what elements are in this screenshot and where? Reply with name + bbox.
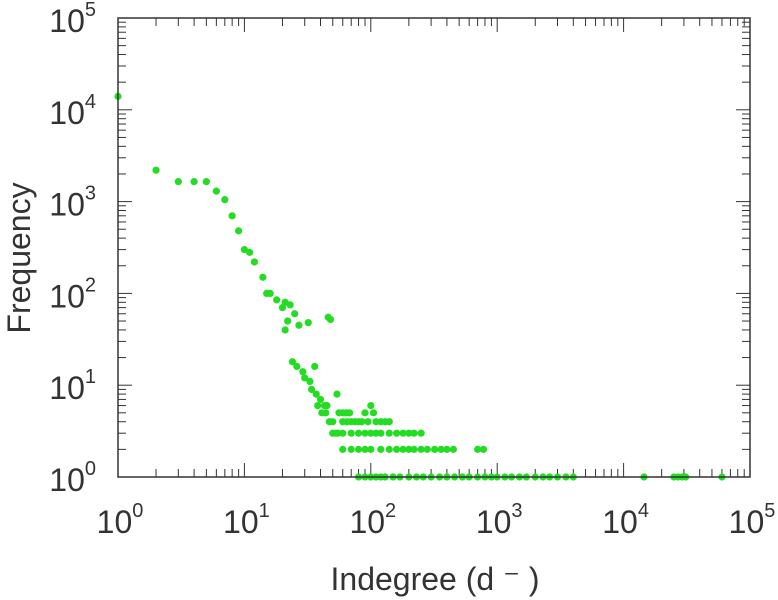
data-point [410,445,418,453]
data-point [385,445,393,453]
x-tick-label: 101 [223,500,270,540]
data-point [474,445,482,453]
data-point [299,368,307,376]
data-point [152,166,160,174]
data-point [288,358,297,366]
data-point [250,258,259,266]
data-point [399,429,407,437]
data-point [286,301,294,309]
data-point [291,310,299,318]
data-point [347,445,355,453]
y-tick-label: 103 [49,183,96,223]
data-point [361,409,369,417]
data-point [304,319,312,327]
data-point [358,418,366,426]
data-point [417,429,425,437]
y-tick-label: 105 [49,0,96,39]
data-point [377,445,385,453]
plot-frame [117,17,751,478]
data-point [423,445,431,453]
data-point [314,401,322,410]
data-point [273,296,281,304]
axis-ticks [117,18,750,478]
data-point [221,196,229,204]
data-point [405,445,413,453]
data-point [339,429,347,437]
x-tick-label: 105 [729,500,776,540]
data-point [437,445,445,453]
data-point [316,395,325,404]
data-point [301,374,309,382]
data-point [259,273,267,281]
data-point [174,178,182,186]
data-point [367,429,375,437]
data-point [385,429,393,437]
data-point [347,429,355,437]
x-axis-label: Indegree (d ⁻ ) [331,561,540,597]
data-point [284,317,292,325]
data-point [322,409,330,417]
data-point [326,315,335,324]
x-tick-label: 103 [476,500,523,540]
data-point [410,429,418,437]
data-point [364,418,372,426]
y-tick-label: 104 [49,91,96,131]
data-point [278,304,287,312]
data-point [228,212,236,220]
tick-labels: 100 101 102 103 104 105 100 101 102 103 104 105 [49,0,775,540]
data-point [361,445,369,453]
data-point [361,429,369,437]
data-point [393,445,401,453]
data-point [295,321,303,329]
data-point [246,248,254,256]
data-point [190,178,198,186]
data-point [367,401,375,410]
data-point [311,362,319,371]
y-axis-label: Frequency [1,182,37,333]
data-point [307,385,316,394]
data-point [369,409,378,417]
data-point [385,418,393,426]
data-point [281,326,289,334]
data-point [399,445,407,453]
data-point [346,409,354,417]
x-tick-label: 104 [602,500,649,540]
data-point [354,429,363,437]
data-point [367,445,375,453]
data-point [202,178,210,186]
y-tick-label: 101 [49,366,96,406]
data-point [339,445,347,453]
data-point [266,289,274,297]
data-point [479,445,488,453]
y-tick-label: 100 [49,458,96,498]
data-point [333,390,341,398]
data-point [449,445,457,453]
data-point [354,445,363,453]
data-point [235,227,243,235]
data-point [329,418,337,426]
data-point [393,429,401,437]
data-points [114,92,726,481]
data-point [312,390,320,398]
y-tick-label: 102 [49,274,96,314]
data-point [329,429,337,437]
data-point [377,429,385,437]
data-point [405,429,413,437]
x-tick-label: 100 [97,500,144,540]
data-point [293,362,301,371]
data-point [443,445,451,453]
data-point [323,401,331,410]
x-tick-label: 102 [349,500,396,540]
data-point [417,445,425,453]
data-point [431,445,439,453]
data-point [212,187,220,195]
data-point [306,377,314,386]
